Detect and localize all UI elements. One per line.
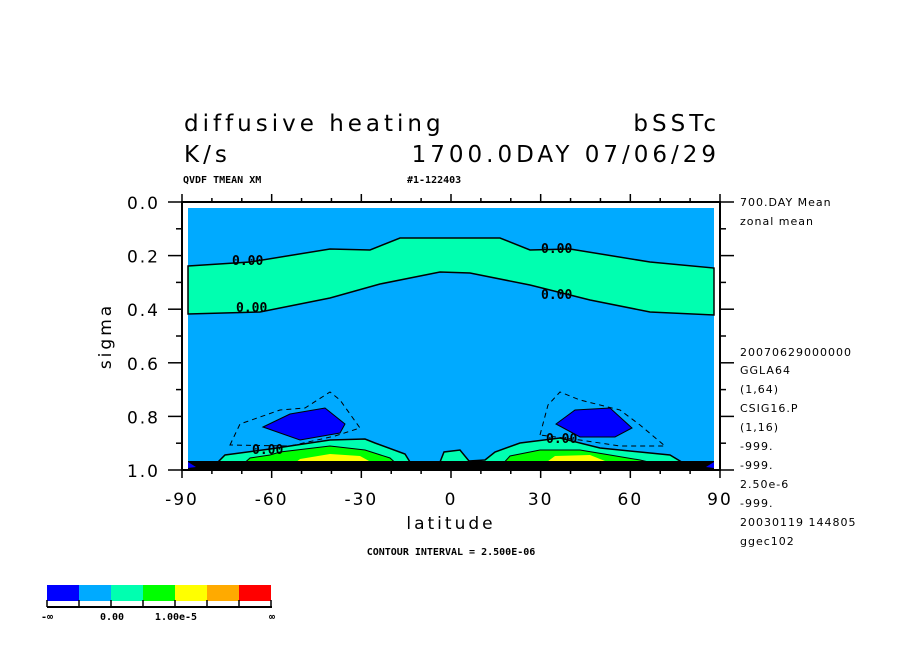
contour-label: 0.00	[541, 242, 572, 257]
colorbar-label: -∞	[41, 612, 53, 623]
contour-label: 0.00	[252, 443, 283, 458]
colorbar-label: ∞	[269, 612, 275, 623]
y-tick-label: 1.0	[127, 462, 160, 482]
x-tick-label: 60	[618, 490, 644, 510]
plot-title: diffusive heating	[184, 111, 445, 137]
contour-label: 0.00	[541, 288, 572, 303]
x-tick-label: 90	[707, 490, 733, 510]
dashed-contour-left	[229, 391, 361, 447]
side-info-line: 20030119 144805	[740, 516, 856, 529]
y-tick-label: 0.0	[127, 194, 160, 214]
plot-area: 0.00 0.00 0.00 0.00 0.00 0.00	[187, 208, 715, 470]
colorbar-swatch	[47, 585, 79, 601]
negative-region-left	[261, 407, 346, 441]
axis-ticks	[168, 194, 734, 478]
contour-interval: CONTOUR INTERVAL = 2.500E-06	[367, 547, 536, 558]
colorbar: -∞ 0.00 1.00e-5 ∞	[41, 585, 275, 623]
colorbar-swatch	[239, 585, 271, 601]
experiment-name: bSSTc	[633, 111, 720, 137]
x-tick-label: -30	[344, 490, 378, 510]
colorbar-swatch	[143, 585, 175, 601]
contour-label: 0.00	[236, 301, 267, 316]
x-tick-label: 30	[528, 490, 554, 510]
y-tick-label: 0.4	[127, 301, 160, 321]
colorbar-swatch	[79, 585, 111, 601]
y-tick-label: 0.6	[127, 355, 160, 375]
x-tick-label: -60	[255, 490, 289, 510]
time-label: 1700.0DAY 07/06/29	[412, 142, 720, 168]
side-info-line: 20070629000000	[740, 346, 852, 359]
y-axis-label: sigma	[96, 303, 116, 369]
colorbar-swatch	[175, 585, 207, 601]
y-tick-label: 0.8	[127, 408, 160, 428]
variable-info: QVDF TMEAN XM	[183, 175, 261, 186]
side-info-line: 2.50e-6	[740, 478, 789, 491]
dashed-contour-right	[539, 391, 667, 447]
side-info-line: -999.	[740, 440, 773, 453]
contour-label: 0.00	[546, 432, 577, 447]
colorbar-swatch	[111, 585, 143, 601]
colorbar-label: 1.00e-5	[155, 612, 197, 623]
side-info-line: GGLA64	[740, 364, 791, 377]
side-info-line: ggec102	[740, 535, 795, 548]
y-tick-label: 0.2	[127, 248, 160, 268]
side-info-line: CSIG16.P	[740, 402, 799, 415]
side-info-line: -999.	[740, 459, 773, 472]
colorbar-swatch	[207, 585, 239, 601]
x-tick-label: 0	[445, 490, 458, 510]
surface-dense-contours	[188, 461, 714, 470]
contour-label: 0.00	[232, 254, 263, 269]
negative-region-right	[555, 407, 633, 438]
colorbar-label: 0.00	[100, 612, 124, 623]
side-info-line: (1,16)	[740, 421, 779, 434]
run-id: #1-122403	[407, 175, 461, 186]
side-info-line: (1,64)	[740, 383, 779, 396]
positive-band-upper	[187, 237, 715, 316]
x-axis-label: latitude	[406, 514, 495, 534]
x-tick-label: -90	[165, 490, 199, 510]
side-info-line: -999.	[740, 497, 773, 510]
side-info-line: 700.DAY Mean	[740, 196, 832, 209]
units: K/s	[184, 142, 231, 168]
side-info-line: zonal mean	[740, 215, 814, 228]
